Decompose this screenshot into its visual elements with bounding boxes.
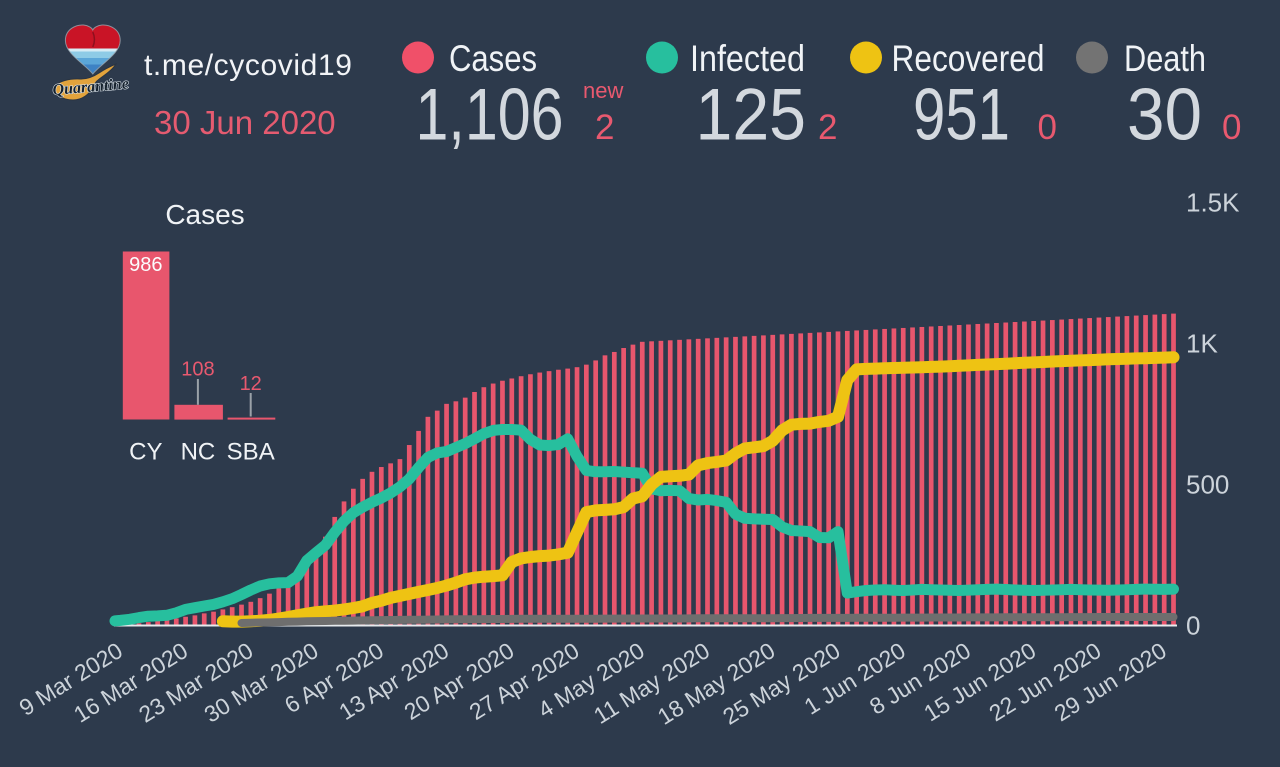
- svg-text:1.5K: 1.5K: [1186, 188, 1240, 218]
- svg-text:1K: 1K: [1186, 329, 1218, 359]
- svg-text:Death: Death: [1124, 37, 1206, 79]
- svg-text:0: 0: [1038, 108, 1057, 147]
- svg-text:Quarantine: Quarantine: [52, 75, 130, 99]
- svg-text:CY: CY: [129, 439, 162, 466]
- svg-text:2: 2: [818, 108, 837, 147]
- svg-text:Cases: Cases: [165, 199, 244, 230]
- svg-text:Infected: Infected: [690, 37, 805, 79]
- svg-text:951: 951: [913, 75, 1010, 156]
- svg-text:30: 30: [1127, 75, 1202, 156]
- svg-text:new: new: [583, 78, 623, 103]
- svg-text:Recovered: Recovered: [892, 37, 1045, 79]
- svg-text:12: 12: [240, 373, 262, 395]
- svg-text:SBA: SBA: [227, 439, 275, 466]
- svg-text:500: 500: [1186, 470, 1229, 500]
- svg-text:108: 108: [181, 359, 214, 381]
- svg-text:125: 125: [696, 75, 807, 156]
- svg-text:986: 986: [129, 254, 162, 276]
- svg-text:Cases: Cases: [449, 37, 537, 79]
- svg-text:0: 0: [1222, 108, 1241, 147]
- svg-text:1,106: 1,106: [416, 75, 564, 156]
- svg-text:2: 2: [595, 108, 614, 147]
- svg-text:0: 0: [1186, 611, 1200, 641]
- svg-text:NC: NC: [181, 439, 216, 466]
